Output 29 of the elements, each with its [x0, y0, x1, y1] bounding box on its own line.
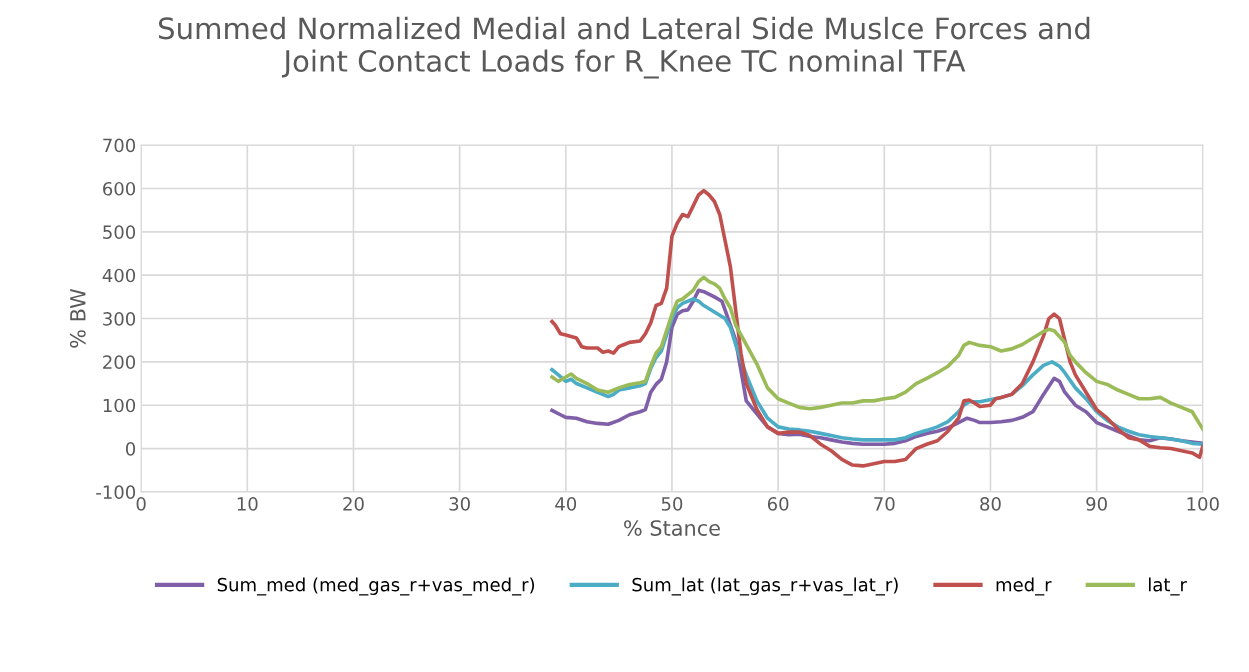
x-tick-label: 80 — [980, 497, 1001, 511]
y-tick-label: 600 — [103, 181, 136, 196]
x-tick-label: 90 — [1086, 497, 1107, 511]
x-tick-label: 30 — [449, 497, 470, 511]
x-tick-label: 50 — [661, 497, 683, 511]
x-tick-label: 70 — [874, 497, 895, 511]
legend-label: Sum_lat (lat_gas_r+vas_lat_r) — [632, 577, 898, 596]
chart-title: Summed Normalized Medial and Lateral Side Muslce Forces and Joint Contact Loads for R_Knee TC nominal TFA — [158, 16, 1090, 79]
line-series — [550, 275, 1203, 431]
y-tick-label: 700 — [103, 138, 136, 153]
legend-label: med_r — [996, 577, 1052, 596]
legend-label: Sum_med (med_gas_r+vas_med_r) — [217, 577, 535, 596]
y-tick-label: 100 — [103, 398, 136, 413]
legend-label: lat_r — [1149, 577, 1187, 596]
line-series — [550, 188, 1203, 468]
x-tick-label: 10 — [237, 497, 258, 511]
y-tick-label: 0 — [125, 442, 136, 456]
y-tick-label: 400 — [102, 268, 136, 283]
x-tick-label: 60 — [767, 497, 789, 511]
y-tick-label: 300 — [103, 311, 136, 326]
y-tick-label: 500 — [103, 225, 136, 239]
x-tick-label: 40 — [555, 497, 577, 511]
y-axis-title: % BW — [69, 288, 86, 348]
y-tick-label: 200 — [103, 355, 136, 369]
x-tick-label: 0 — [136, 497, 146, 511]
y-tick-label: -100 — [96, 485, 136, 500]
x-tick-label: 100 — [1187, 497, 1219, 511]
x-tick-label: 20 — [343, 497, 364, 511]
x-axis-title: % Stance — [624, 520, 720, 536]
